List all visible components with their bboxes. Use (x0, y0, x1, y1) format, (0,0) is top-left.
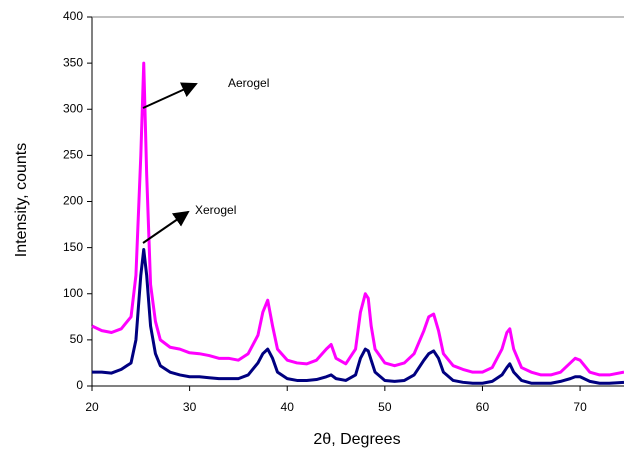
y-tick-label: 300 (63, 101, 83, 115)
y-tick-label: 200 (63, 194, 83, 208)
y-tick-label: 350 (63, 55, 83, 69)
y-tick-label: 50 (70, 332, 84, 346)
plot-area: 0 50 100 150 200 250 300 350 400 20 30 40 50 60 70 (63, 9, 624, 414)
data-line (92, 247, 624, 385)
y-tick-label: 250 (63, 148, 83, 162)
arrow (142, 82, 198, 109)
data-line (91, 61, 624, 377)
x-tick-label: 70 (573, 400, 587, 414)
y-tick-label: 400 (63, 9, 83, 23)
y-tick-label: 100 (63, 286, 83, 300)
x-tick-label: 40 (281, 400, 295, 414)
y-tick-label: 0 (76, 378, 83, 392)
x-axis-label: 2θ, Degrees (313, 431, 400, 448)
x-tick-label: 20 (85, 400, 99, 414)
y-tick-label: 150 (63, 240, 83, 254)
x-tick-label: 60 (476, 400, 490, 414)
x-tick-label: 30 (183, 400, 197, 414)
x-tick-label: 50 (378, 400, 392, 414)
arrow (142, 210, 190, 244)
y-axis-label: Intensity, counts (13, 143, 30, 257)
annotation: Aerogel (228, 76, 269, 90)
annotation: Xerogel (195, 203, 236, 217)
